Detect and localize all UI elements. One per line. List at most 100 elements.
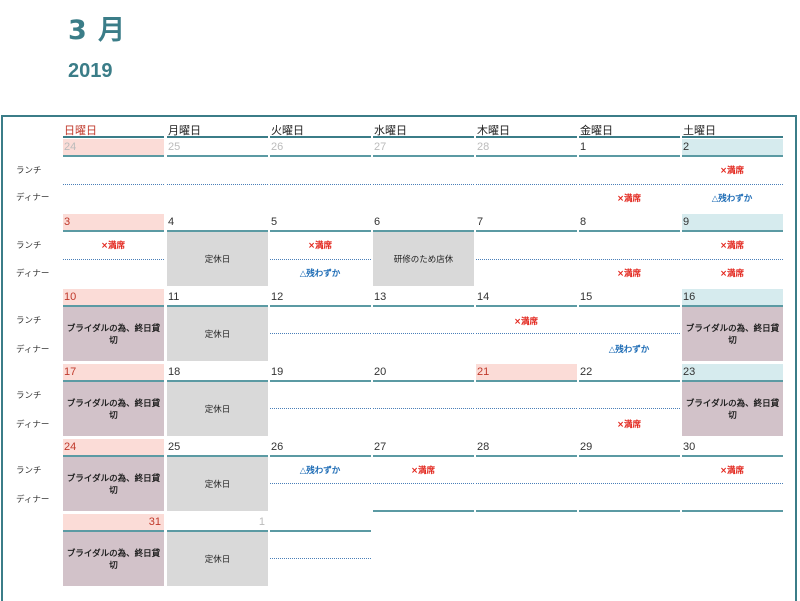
status-full: ×満席 xyxy=(100,241,126,251)
slot-divider xyxy=(682,259,783,260)
day-cell[interactable]: 26 xyxy=(271,441,284,453)
day-underline xyxy=(167,155,268,157)
day-underline xyxy=(373,510,474,512)
day-underline xyxy=(682,305,783,307)
day-underline xyxy=(167,455,268,457)
day-underline xyxy=(476,380,577,382)
day-underline xyxy=(270,230,371,232)
day-cell[interactable]: 5 xyxy=(271,216,278,228)
slot-label-dinner: ディナー xyxy=(16,193,50,203)
weekday-underline xyxy=(682,136,783,138)
slot-divider xyxy=(476,483,577,484)
weekday-sat: 土曜日 xyxy=(683,124,716,137)
day-underline xyxy=(270,305,371,307)
day-cell[interactable]: 8 xyxy=(580,216,587,228)
day-cell[interactable]: 1 xyxy=(580,141,587,153)
day-cell[interactable]: 24 xyxy=(63,139,164,155)
slot-divider xyxy=(682,483,783,484)
day-cell[interactable]: 18 xyxy=(168,366,181,378)
closed-day-box: 定休日 xyxy=(167,532,268,586)
day-underline xyxy=(167,305,268,307)
training-closed-box: 研修のため店休 xyxy=(373,232,474,286)
slot-divider xyxy=(373,333,474,334)
slot-divider xyxy=(63,184,164,185)
day-cell[interactable]: 12 xyxy=(271,291,284,303)
slot-divider xyxy=(270,333,371,334)
day-cell[interactable]: 16 xyxy=(682,289,783,305)
day-underline xyxy=(63,305,164,307)
day-cell[interactable]: 27 xyxy=(374,441,387,453)
day-cell[interactable]: 25 xyxy=(168,441,181,453)
slot-label-lunch: ランチ xyxy=(16,166,42,176)
day-cell[interactable]: 1 xyxy=(258,516,265,528)
day-cell[interactable]: 29 xyxy=(580,441,593,453)
weekday-underline xyxy=(63,136,164,138)
day-underline xyxy=(270,155,371,157)
day-underline xyxy=(63,230,164,232)
day-underline xyxy=(373,155,474,157)
status-full: ×満席 xyxy=(616,420,642,430)
day-cell[interactable]: 3 xyxy=(63,214,164,230)
day-underline xyxy=(373,305,474,307)
day-underline xyxy=(373,380,474,382)
day-cell[interactable]: 28 xyxy=(477,141,490,153)
day-underline xyxy=(63,155,164,157)
day-cell[interactable]: 11 xyxy=(168,291,180,303)
day-cell[interactable]: 26 xyxy=(271,141,284,153)
day-cell[interactable]: 14 xyxy=(477,291,490,303)
day-underline xyxy=(579,305,680,307)
bridal-reserved-box: ブライダルの為、終日貸切 xyxy=(682,382,783,436)
weekday-fri: 金曜日 xyxy=(580,124,613,137)
bridal-reserved-box: ブライダルの為、終日貸切 xyxy=(63,382,164,436)
slot-divider xyxy=(373,483,474,484)
day-cell[interactable]: 28 xyxy=(477,441,490,453)
day-cell[interactable]: 25 xyxy=(168,141,181,153)
weekday-underline xyxy=(373,136,474,138)
day-cell[interactable]: 24 xyxy=(63,439,164,455)
day-cell[interactable]: 20 xyxy=(374,366,387,378)
slot-divider xyxy=(579,333,680,334)
day-cell[interactable]: 19 xyxy=(271,366,284,378)
day-cell[interactable]: 2 xyxy=(682,139,783,155)
closed-day-box: 定休日 xyxy=(167,232,268,286)
day-underline xyxy=(167,230,268,232)
day-cell[interactable]: 17 xyxy=(63,364,164,380)
slot-divider xyxy=(270,558,371,559)
slot-divider xyxy=(476,259,577,260)
day-cell[interactable]: 31 xyxy=(63,514,164,530)
day-cell[interactable]: 23 xyxy=(682,364,783,380)
day-cell[interactable]: 7 xyxy=(477,216,484,228)
day-underline xyxy=(63,380,164,382)
month-title: 3 月 xyxy=(68,15,127,46)
closed-day-box: 定休日 xyxy=(167,457,268,511)
weekday-mon: 月曜日 xyxy=(168,124,201,137)
day-cell-holiday[interactable]: 21 xyxy=(476,364,577,380)
status-full: ×満席 xyxy=(719,166,745,176)
day-cell[interactable]: 10 xyxy=(63,289,164,305)
slot-label-dinner: ディナー xyxy=(16,269,50,279)
day-underline xyxy=(167,380,268,382)
day-underline xyxy=(270,530,371,532)
day-underline xyxy=(373,455,474,457)
status-few-left: △残わずか xyxy=(711,194,753,204)
slot-divider xyxy=(579,259,680,260)
day-cell[interactable]: 27 xyxy=(374,141,387,153)
day-cell[interactable]: 30 xyxy=(683,441,696,453)
status-full: ×満席 xyxy=(616,194,642,204)
day-underline xyxy=(682,380,783,382)
day-cell[interactable]: 9 xyxy=(682,214,783,230)
status-full: ×満席 xyxy=(719,466,745,476)
day-cell[interactable]: 4 xyxy=(168,216,175,228)
slot-label-lunch: ランチ xyxy=(16,466,42,476)
day-cell[interactable]: 6 xyxy=(374,216,381,228)
slot-divider xyxy=(270,259,371,260)
weekday-thu: 木曜日 xyxy=(477,124,510,137)
day-underline xyxy=(579,380,680,382)
slot-divider xyxy=(373,408,474,409)
day-cell[interactable]: 13 xyxy=(374,291,387,303)
bridal-reserved-box: ブライダルの為、終日貸切 xyxy=(682,307,783,361)
status-few-left: △残わずか xyxy=(299,466,341,476)
day-cell[interactable]: 15 xyxy=(580,291,593,303)
weekday-underline xyxy=(579,136,680,138)
day-cell[interactable]: 22 xyxy=(580,366,593,378)
